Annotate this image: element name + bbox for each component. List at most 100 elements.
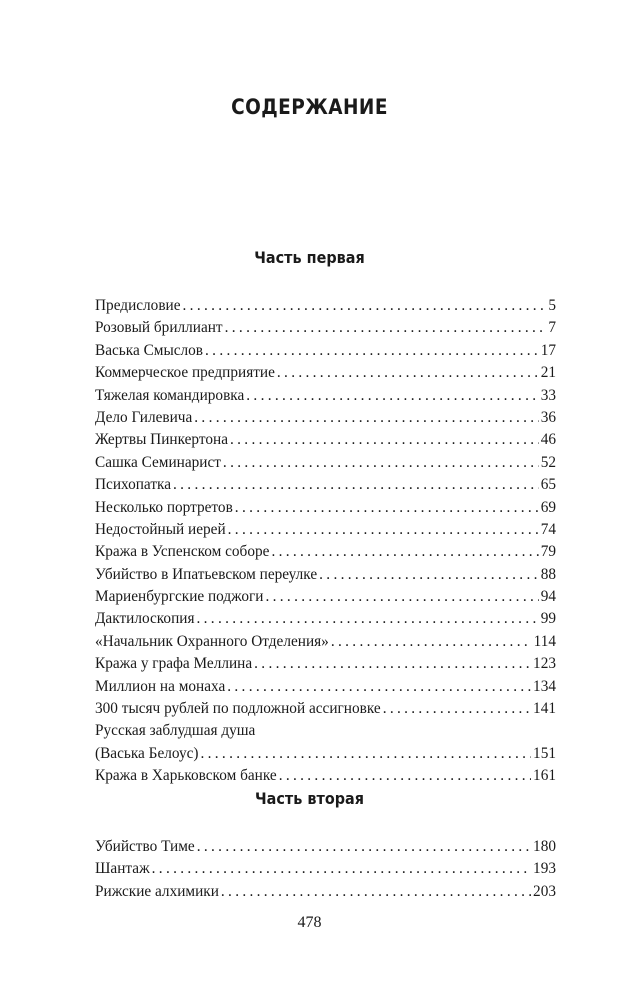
dot-leader	[227, 676, 531, 698]
toc-entry-title: Несколько портретов	[95, 498, 233, 516]
toc-entry-title: «Начальник Охранного Отделения»	[95, 632, 329, 650]
toc-entry-title: Кража у графа Меллина	[95, 655, 253, 673]
toc-entry: Сашка Семинарист 52	[95, 452, 556, 474]
toc-entry: Дело Гилевича 36	[95, 407, 556, 429]
toc-entry-title: Коммерческое предприятие	[95, 364, 275, 382]
toc-entry-page: 99	[540, 610, 556, 628]
toc-entry-page: 161	[533, 767, 556, 785]
toc-entry-page: 114	[533, 632, 556, 650]
toc-entry-page: 17	[540, 341, 556, 359]
toc-list-part-2: Убийство Тиме 180 Шантаж 193 Рижские алхимик…	[95, 836, 556, 903]
dot-leader	[265, 586, 538, 608]
dot-leader	[230, 429, 539, 451]
toc-entry: Убийство в Ипатьевском переулке 88	[95, 564, 556, 586]
toc-entry-title: Жертвы Пинкертона	[95, 431, 228, 449]
toc-list-part-1: Предисловие 5 Розовый бриллиант 7 Васька Смы…	[95, 295, 556, 788]
dot-leader	[197, 608, 539, 630]
toc-entry: 300 тысяч рублей по подложной ассигновке…	[95, 698, 556, 720]
toc-entry-page: 203	[533, 882, 556, 900]
dot-leader	[152, 858, 531, 880]
toc-entry-page: 123	[533, 655, 556, 673]
toc-entry: Коммерческое предприятие 21	[95, 362, 556, 384]
toc-entry-title: Кража в Успенском соборе	[95, 543, 270, 561]
dot-leader	[319, 564, 539, 586]
dot-leader	[221, 881, 531, 903]
toc-entry-title: (Васька Белоус)	[95, 744, 199, 762]
toc-entry-title: Русская заблудшая душа	[95, 722, 256, 740]
dot-leader	[254, 653, 531, 675]
toc-entry: Дактилоскопия 99	[95, 608, 556, 630]
toc-entry: (Васька Белоус) 151	[95, 743, 556, 765]
toc-entry: Убийство Тиме 180	[95, 836, 556, 858]
toc-entry-page: 7	[548, 319, 556, 337]
toc-entry: Миллион на монаха 134	[95, 676, 556, 698]
dot-leader	[200, 743, 531, 765]
toc-entry: Васька Смыслов 17	[95, 340, 556, 362]
toc-entry: Недостойный иерей 74	[95, 519, 556, 541]
dot-leader	[331, 631, 532, 653]
toc-entry-page: 141	[533, 700, 556, 718]
toc-entry-title: Розовый бриллиант	[95, 319, 223, 337]
toc-entry: Психопатка 65	[95, 474, 556, 496]
toc-entry-title: Убийство в Ипатьевском переулке	[95, 565, 318, 583]
toc-entry-title: Психопатка	[95, 476, 171, 494]
toc-entry: Русская заблудшая душа	[95, 720, 556, 742]
toc-entry: Жертвы Пинкертона 46	[95, 429, 556, 451]
part-heading-1: Часть первая	[254, 248, 365, 267]
toc-entry: Предисловие 5	[95, 295, 556, 317]
dot-leader	[271, 541, 538, 563]
dot-leader	[194, 407, 538, 429]
toc-entry: «Начальник Охранного Отделения» 114	[95, 631, 556, 653]
toc-entry-title: Дело Гилевича	[95, 408, 193, 426]
dot-leader	[205, 340, 539, 362]
toc-entry-page: 46	[540, 431, 556, 449]
toc-entry-title: 300 тысяч рублей по подложной ассигновке	[95, 700, 381, 718]
dot-leader	[279, 765, 531, 787]
toc-entry-title: Рижские алхимики	[95, 882, 219, 900]
toc-entry: Розовый бриллиант 7	[95, 317, 556, 339]
toc-entry-title: Мариенбургские поджоги	[95, 588, 264, 606]
toc-entry-title: Миллион на монаха	[95, 677, 226, 695]
toc-entry: Несколько портретов 69	[95, 497, 556, 519]
toc-entry: Рижские алхимики 203	[95, 881, 556, 903]
dot-leader	[225, 317, 547, 339]
toc-entry: Мариенбургские поджоги 94	[95, 586, 556, 608]
toc-entry-page: 5	[548, 297, 556, 314]
toc-entry-title: Кража в Харьковском банке	[95, 767, 277, 785]
dot-leader	[235, 497, 539, 519]
dot-leader	[223, 452, 539, 474]
toc-entry-page: 65	[540, 476, 556, 494]
toc-entry: Шантаж 193	[95, 858, 556, 880]
toc-entry-page: 36	[540, 408, 556, 426]
part-heading-2: Часть вторая	[255, 789, 364, 808]
toc-entry-page: 69	[540, 498, 556, 516]
toc-entry-page: 33	[540, 386, 556, 404]
toc-entry-title: Тяжелая командировка	[95, 386, 245, 404]
toc-entry-title: Недостойный иерей	[95, 520, 226, 538]
page-number: 478	[297, 914, 322, 931]
toc-entry-page: 88	[540, 565, 556, 583]
dot-leader	[173, 474, 539, 496]
toc-entry: Кража у графа Меллина 123	[95, 653, 556, 675]
dot-leader	[197, 836, 531, 858]
toc-entry-title: Предисловие	[95, 297, 181, 314]
toc-entry: Тяжелая командировка 33	[95, 385, 556, 407]
toc-entry-page: 79	[540, 543, 556, 561]
dot-leader	[183, 295, 547, 317]
dot-leader	[277, 362, 539, 384]
toc-entry-page: 21	[540, 364, 556, 382]
toc-entry: Кража в Успенском соборе 79	[95, 541, 556, 563]
toc-entry-title: Васька Смыслов	[95, 341, 204, 359]
toc-entry-page: 134	[533, 677, 556, 695]
toc-entry-page: 151	[533, 744, 556, 762]
toc-entry-title: Убийство Тиме	[95, 838, 195, 855]
toc-entry-page: 94	[540, 588, 556, 606]
toc-entry: Кража в Харьковском банке 161	[95, 765, 556, 787]
dot-leader	[383, 698, 531, 720]
dot-leader	[228, 519, 539, 541]
toc-entry-title: Дактилоскопия	[95, 610, 195, 628]
toc-entry-page: 74	[540, 520, 556, 538]
toc-entry-title: Сашка Семинарист	[95, 453, 221, 471]
toc-entry-page: 193	[533, 860, 556, 878]
toc-entry-title: Шантаж	[95, 860, 150, 878]
